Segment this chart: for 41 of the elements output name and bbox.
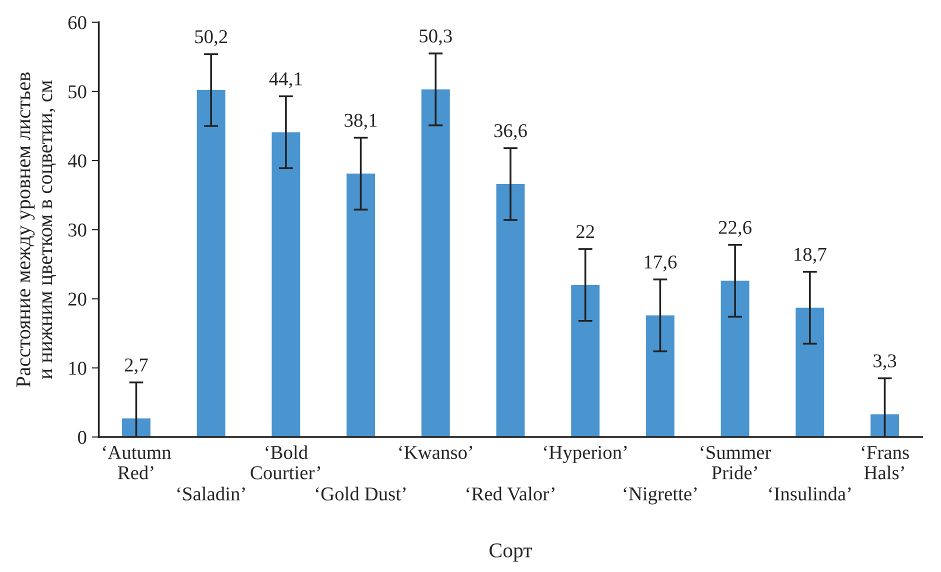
bar	[870, 414, 899, 438]
y-tick-label: 0	[78, 430, 86, 444]
x-tick-label: ‘Nigrette’	[624, 487, 697, 504]
data-label: 50,2	[195, 30, 228, 46]
bar	[796, 308, 824, 438]
data-label: 36,6	[494, 124, 527, 140]
x-tick-label: ‘Gold Dust’	[316, 486, 406, 500]
x-tick-label: ‘Frans Hals’	[862, 446, 909, 480]
x-tick-label: ‘Autumn Red’	[103, 446, 172, 480]
x-tick-label: ‘Bold Courtier’	[250, 445, 320, 480]
y-tick-label: 20	[68, 292, 86, 306]
x-tick-label: ‘Hyperion’	[544, 446, 627, 463]
data-label: 18,7	[794, 248, 826, 264]
bar	[496, 184, 525, 438]
x-axis-title: Сорт	[490, 543, 532, 562]
data-label: 22,6	[718, 220, 752, 237]
data-label: 44,1	[269, 72, 302, 88]
x-tick-label: ‘Saladin’	[177, 486, 245, 500]
bar	[720, 280, 750, 438]
data-label: 50,3	[420, 29, 452, 46]
bar	[421, 89, 450, 438]
bar	[571, 284, 600, 438]
bar	[346, 174, 376, 438]
x-tick-label: ‘Insulinda’	[769, 486, 851, 500]
bar	[272, 132, 300, 438]
x-tick-label: ‘Red Valor’	[466, 486, 554, 501]
y-tick-label: 10	[69, 362, 86, 375]
x-tick-label: ‘Summer Pride’	[700, 446, 772, 480]
y-tick-label: 40	[68, 154, 86, 168]
bar	[196, 90, 226, 438]
y-tick-label: 50	[68, 85, 86, 98]
data-label: 2,7	[124, 358, 148, 374]
x-tick-label: ‘Kwanso’	[399, 446, 472, 460]
data-label: 3,3	[874, 354, 896, 370]
data-label: 38,1	[344, 114, 377, 130]
y-tick-label: 60	[68, 16, 86, 30]
data-label: 17,6	[644, 255, 677, 272]
y-tick-label: 30	[68, 223, 86, 237]
y-axis-title: Расстояние между уровнем листьев и нижним цветком в соцветии, см	[16, 72, 56, 388]
bar	[646, 315, 674, 438]
data-label: 22	[576, 225, 594, 238]
